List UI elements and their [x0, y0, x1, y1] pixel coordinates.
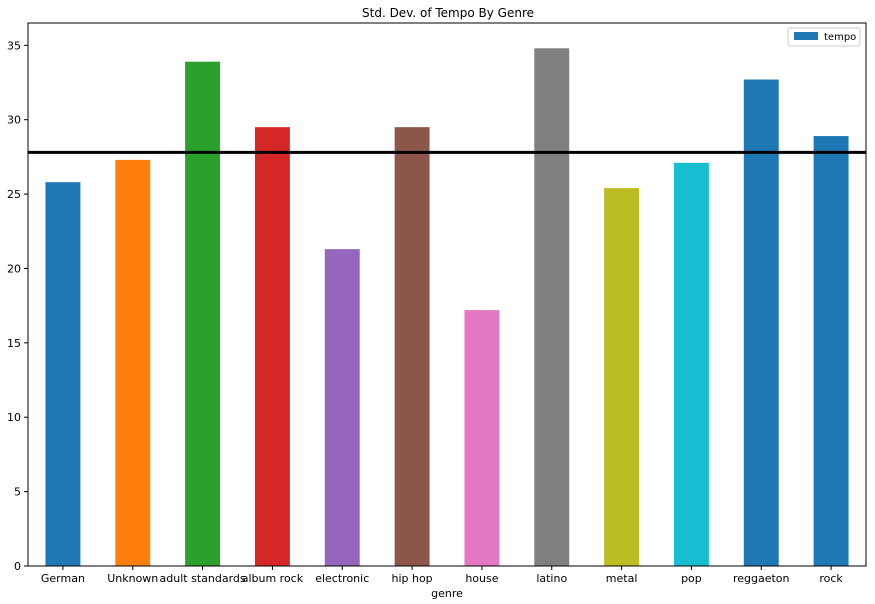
y-axis: 0 5 10 15 20 25 30 35 — [7, 39, 28, 573]
x-tick-label: rock — [819, 572, 843, 585]
chart-title: Std. Dev. of Tempo By Genre — [362, 6, 534, 20]
x-tick-label: album rock — [242, 572, 304, 585]
bar-house — [464, 310, 500, 566]
bar-rock — [813, 136, 849, 566]
x-axis-label: genre — [431, 587, 463, 600]
y-tick-label: 30 — [7, 114, 21, 127]
bar-adult-standards — [185, 61, 221, 567]
legend-label: tempo — [824, 32, 856, 43]
plot-frame — [27, 22, 867, 567]
x-tick-label: hip hop — [391, 572, 432, 585]
y-tick-label: 25 — [7, 188, 21, 201]
y-tick-label: 35 — [7, 39, 21, 52]
bar-metal — [604, 188, 640, 566]
legend: tempo — [787, 27, 861, 47]
bar-german — [45, 182, 81, 566]
x-tick-label: adult standards — [160, 572, 246, 585]
x-tick-label: pop — [681, 572, 702, 585]
bar-hip-hop — [394, 127, 430, 566]
bar-reggaeton — [743, 79, 779, 566]
bar-unknown — [115, 159, 151, 566]
bar-latino — [534, 48, 570, 567]
y-tick-label: 20 — [7, 262, 21, 275]
x-tick-label: metal — [606, 572, 638, 585]
y-tick-label: 10 — [7, 411, 21, 424]
x-tick-label: house — [465, 572, 498, 585]
x-tick-label: electronic — [315, 572, 369, 585]
bar-album-rock — [254, 127, 290, 566]
bar-pop — [673, 162, 709, 566]
x-tick-label: German — [41, 572, 85, 585]
x-tick-label: Unknown — [107, 572, 158, 585]
y-tick-label: 15 — [7, 337, 21, 350]
x-tick-label: reggaeton — [733, 572, 790, 585]
y-tick-label: 5 — [14, 486, 21, 499]
y-tick-label: 0 — [14, 560, 21, 573]
bars-layer — [45, 48, 849, 567]
bar-electronic — [324, 249, 360, 566]
legend-swatch — [794, 32, 818, 40]
x-tick-label: latino — [536, 572, 567, 585]
